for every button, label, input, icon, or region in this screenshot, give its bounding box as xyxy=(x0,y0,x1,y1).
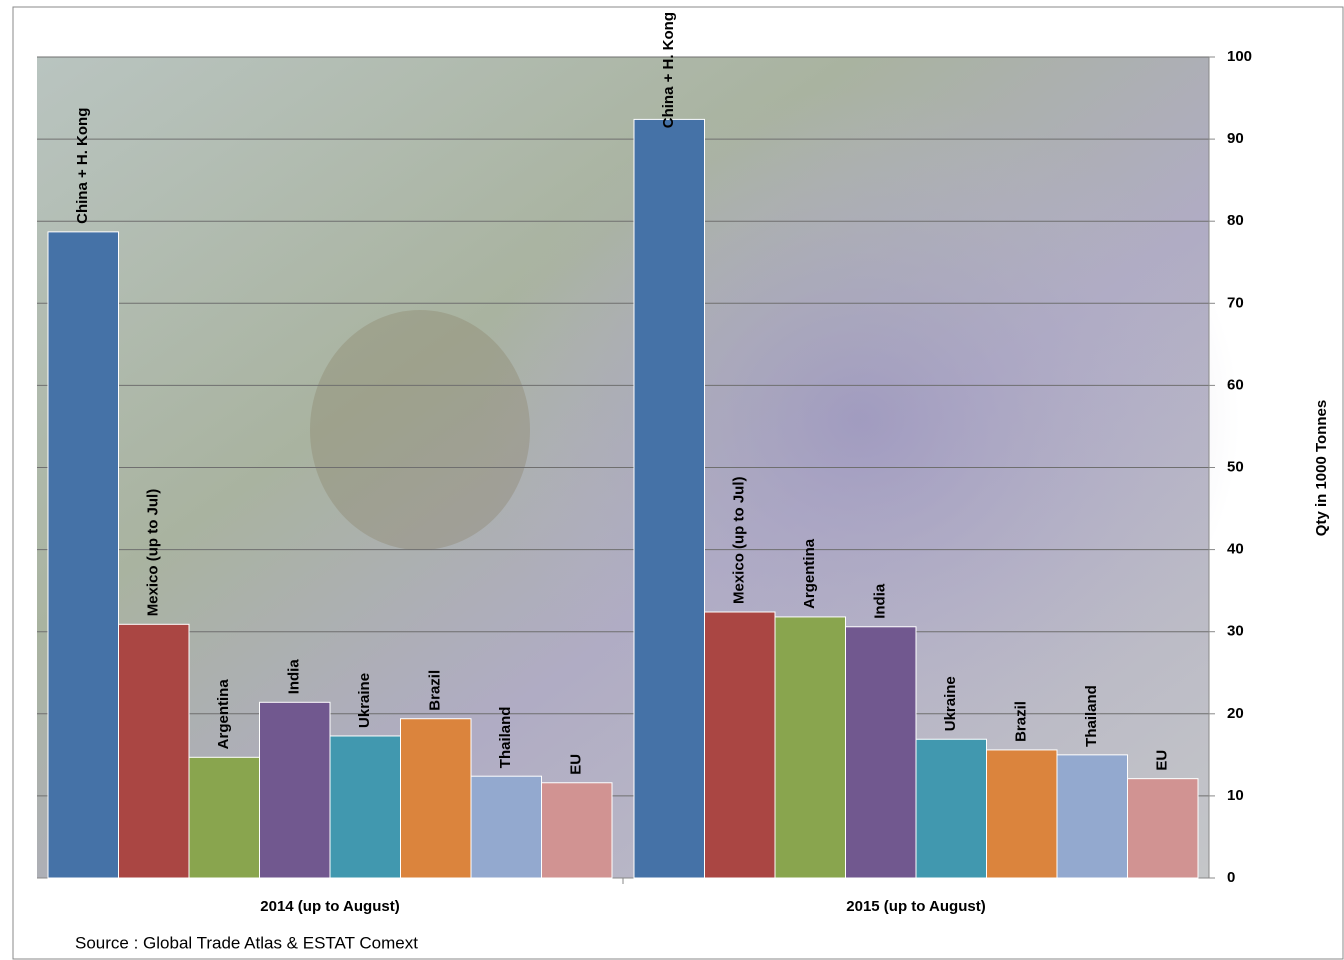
bar-label: Thailand xyxy=(497,707,514,769)
bar-label: India xyxy=(872,583,889,619)
bar xyxy=(188,756,260,879)
bar-label: Argentina xyxy=(215,679,232,750)
source-note: Source : Global Trade Atlas & ESTAT Come… xyxy=(75,933,418,952)
bar xyxy=(915,738,987,879)
bar xyxy=(541,782,613,879)
bar xyxy=(329,735,401,879)
bar xyxy=(1127,778,1199,879)
bar-label: Mexico (up to Jul) xyxy=(145,489,162,617)
x-tick-label: 2014 (up to August) xyxy=(260,898,399,915)
bar xyxy=(259,701,331,879)
background-photo xyxy=(310,310,530,550)
bar xyxy=(470,775,542,879)
bar xyxy=(400,718,472,879)
y-tick-label: 90 xyxy=(1227,130,1244,147)
bar-label: EU xyxy=(1154,750,1171,771)
y-tick-label: 80 xyxy=(1227,212,1244,229)
bar-label: Brazil xyxy=(427,670,444,711)
bar-label: India xyxy=(286,659,303,695)
bar-label: Thailand xyxy=(1083,685,1100,747)
y-tick-label: 60 xyxy=(1227,376,1244,393)
bar xyxy=(704,611,776,879)
y-tick-label: 100 xyxy=(1227,48,1252,65)
bar-label: Mexico (up to Jul) xyxy=(731,476,748,604)
y-axis-label: Qty in 1000 Tonnes xyxy=(1313,400,1330,536)
bar-label: China + H. Kong xyxy=(660,12,677,128)
bar xyxy=(633,118,705,879)
y-tick-label: 30 xyxy=(1227,623,1244,640)
bar xyxy=(47,231,119,879)
x-tick-label: 2015 (up to August) xyxy=(846,898,985,915)
y-tick-label: 50 xyxy=(1227,458,1244,475)
bar xyxy=(845,626,917,879)
bar xyxy=(118,623,190,879)
bar-label: Brazil xyxy=(1013,701,1030,742)
y-tick-label: 70 xyxy=(1227,294,1244,311)
y-tick-label: 10 xyxy=(1227,787,1244,804)
bar-label: Argentina xyxy=(801,538,818,609)
y-tick-label: 20 xyxy=(1227,705,1244,722)
y-tick-label: 0 xyxy=(1227,869,1235,886)
bar xyxy=(986,749,1058,879)
bar-label: China + H. Kong xyxy=(74,108,91,224)
bar xyxy=(1056,754,1128,879)
bar-label: Ukraine xyxy=(356,673,373,728)
bar-label: EU xyxy=(568,754,585,775)
y-tick-label: 40 xyxy=(1227,541,1244,558)
bar xyxy=(774,616,846,879)
bar-label: Ukraine xyxy=(942,676,959,731)
